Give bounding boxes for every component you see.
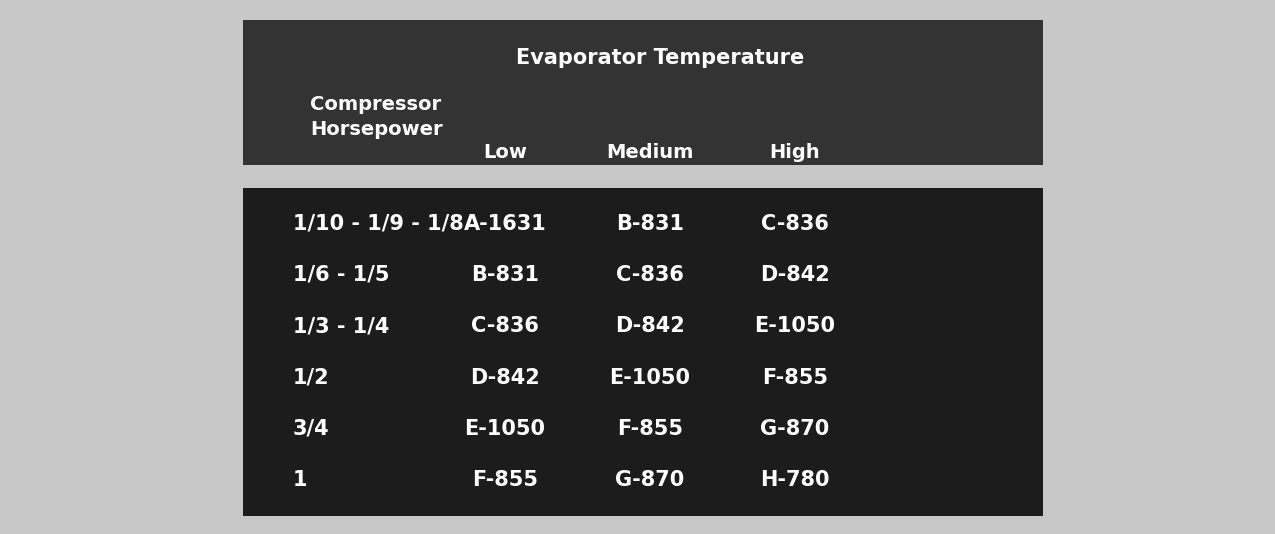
Text: Medium: Medium [607,143,694,162]
Text: F-855: F-855 [472,470,538,490]
Text: Low: Low [483,143,527,162]
Text: Horsepower: Horsepower [310,120,442,139]
Text: F-855: F-855 [762,368,827,388]
Bar [244,20,1043,165]
Bar [244,165,1043,188]
Text: D-842: D-842 [615,316,685,336]
Text: Compressor: Compressor [310,95,441,114]
Text: F-855: F-855 [617,419,683,439]
Text: D-842: D-842 [760,265,830,285]
Bar [244,188,1043,516]
Text: 1/6 - 1/5: 1/6 - 1/5 [293,265,389,285]
Text: E-1050: E-1050 [609,368,691,388]
Text: 3/4: 3/4 [293,419,330,439]
Text: B-831: B-831 [616,214,683,234]
Text: 1/3 - 1/4: 1/3 - 1/4 [293,316,389,336]
Text: G-870: G-870 [616,470,685,490]
Text: D-842: D-842 [470,368,539,388]
Text: High: High [770,143,820,162]
Text: G-870: G-870 [760,419,830,439]
Text: C-836: C-836 [761,214,829,234]
Text: C-836: C-836 [616,265,683,285]
Text: 1/2: 1/2 [293,368,330,388]
Text: B-831: B-831 [470,265,539,285]
Text: 1: 1 [293,470,307,490]
Text: C-836: C-836 [470,316,539,336]
Text: Evaporator Temperature: Evaporator Temperature [516,48,805,68]
Text: H-780: H-780 [760,470,830,490]
Text: A-1631: A-1631 [464,214,547,234]
Text: E-1050: E-1050 [464,419,546,439]
Text: E-1050: E-1050 [755,316,835,336]
Text: 1/10 - 1/9 - 1/8: 1/10 - 1/9 - 1/8 [293,214,464,234]
